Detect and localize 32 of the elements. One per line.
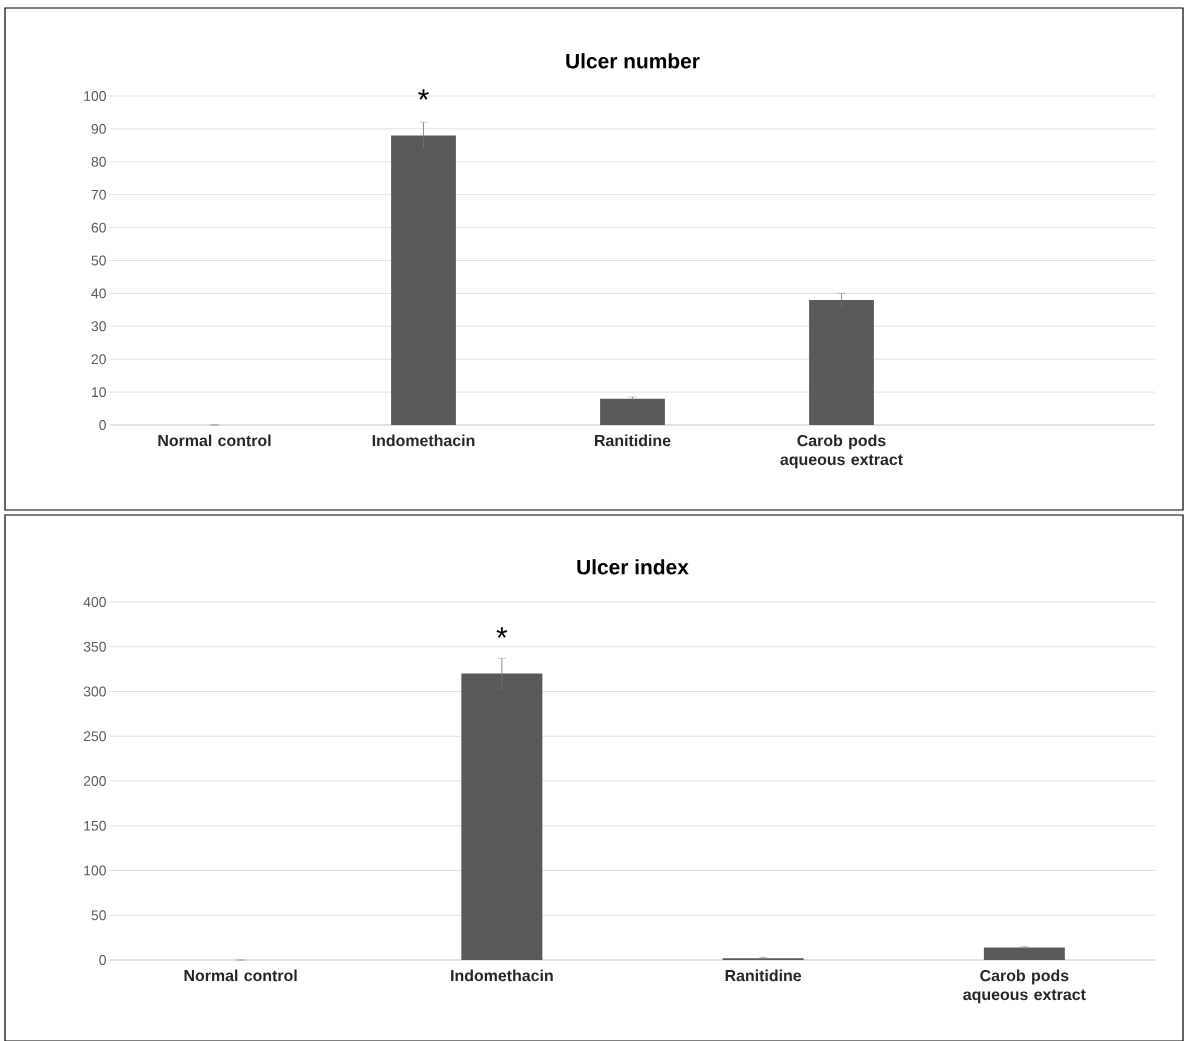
x-tick-label: Carob pods aqueous extract [963, 969, 1086, 1004]
y-tick-label: 100 [84, 865, 106, 876]
annotation: * [496, 627, 508, 638]
y-tick-label: 80 [91, 156, 106, 167]
y-tick-label: 0 [99, 955, 106, 965]
y-tick-label: 100 [84, 91, 106, 101]
y-tick-label: 0 [99, 420, 106, 430]
y-tick-label: 200 [83, 776, 106, 786]
y-tick-label: 300 [83, 686, 106, 697]
chart-title: Ulcer number [566, 53, 700, 69]
chart-title: Ulcer index [577, 559, 689, 575]
y-tick-label: 30 [91, 321, 106, 332]
x-tick-label: Normal control [184, 969, 297, 982]
y-tick-label: 250 [83, 731, 106, 742]
x-tick-label: Indomethacin [451, 969, 553, 982]
x-tick-label: Ranitidine [725, 969, 802, 982]
y-tick-label: 10 [92, 387, 106, 398]
y-tick-label: 150 [84, 820, 106, 831]
y-tick-label: 350 [83, 641, 106, 652]
y-tick-label: 50 [91, 255, 106, 266]
y-tick-label: 90 [91, 123, 106, 134]
x-tick-label: Ranitidine [595, 434, 671, 447]
x-tick-label: Indomethacin [372, 434, 475, 447]
y-tick-label: 60 [91, 222, 106, 233]
y-tick-label: 20 [91, 354, 106, 365]
y-tick-label: 70 [91, 189, 106, 200]
x-tick-label: Carob pods aqueous extract [780, 434, 903, 469]
x-tick-label: Normal control [158, 434, 271, 447]
y-tick-label: 400 [83, 597, 106, 607]
y-tick-label: 40 [91, 288, 106, 299]
annotation: * [418, 89, 429, 100]
y-tick-label: 50 [91, 910, 106, 921]
